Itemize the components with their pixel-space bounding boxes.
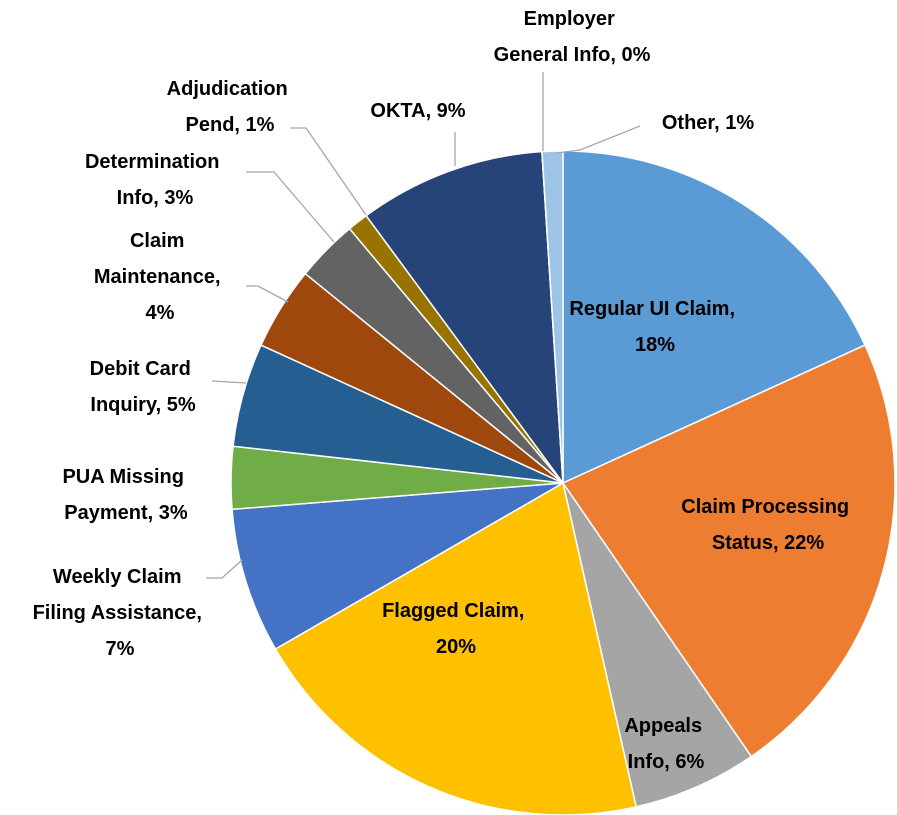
label-line: Claim Processing <box>681 496 854 518</box>
slice <box>541 150 564 484</box>
data-label: Regular UI Claim, 18% <box>569 298 740 356</box>
data-labels: Regular UI Claim, 18% Claim Processing St… <box>33 8 855 773</box>
label-line: Other, 1% <box>662 112 754 134</box>
label-line: Inquiry, 5% <box>90 394 195 416</box>
label-line: Determination <box>85 151 225 173</box>
label-line: Weekly Claim <box>53 566 187 588</box>
label-line: Appeals <box>624 715 707 737</box>
label-line: 18% <box>635 334 675 356</box>
label-line: 4% <box>146 302 175 324</box>
data-label: PUA Missing Payment, 3% <box>62 466 189 524</box>
leader-line <box>246 171 335 243</box>
label-line: PUA Missing <box>62 466 189 488</box>
slices <box>230 150 896 815</box>
label-line: Status, 22% <box>712 532 824 554</box>
slice <box>562 150 866 485</box>
leader-line <box>290 127 367 216</box>
label-line: Adjudication <box>167 78 294 100</box>
leader-line <box>246 285 289 303</box>
label-line: Info, 6% <box>628 751 705 773</box>
label-line: General Info, 0% <box>494 44 651 66</box>
slice <box>365 150 564 486</box>
label-line: Maintenance, <box>94 266 226 288</box>
label-line: 20% <box>436 636 476 658</box>
label-line: Regular UI Claim, <box>569 298 740 320</box>
leader-line <box>211 380 247 384</box>
data-label: Other, 1% <box>662 112 754 134</box>
leader-line <box>206 559 243 579</box>
data-label: Determination Info, 3% <box>85 151 225 209</box>
data-label: Employer General Info, 0% <box>494 8 651 66</box>
label-line: Filing Assistance, <box>33 602 208 624</box>
data-label: Claim Maintenance, 4% <box>94 230 226 324</box>
label-line: Flagged Claim, <box>382 600 530 622</box>
data-label: Adjudication Pend, 1% <box>167 78 294 136</box>
data-label: Claim Processing Status, 22% <box>681 496 854 554</box>
label-line: OKTA, 9% <box>370 100 465 122</box>
data-label: OKTA, 9% <box>370 100 465 122</box>
label-line: Pend, 1% <box>186 114 275 136</box>
leader-lines <box>206 72 641 579</box>
slice <box>561 344 896 758</box>
label-line: Claim <box>130 230 190 252</box>
label-line: Info, 3% <box>117 187 194 209</box>
label-line: Employer <box>524 8 621 30</box>
data-label: Appeals Info, 6% <box>624 715 707 773</box>
data-label: Weekly Claim Filing Assistance, 7% <box>33 566 208 660</box>
label-line: Payment, 3% <box>64 502 188 524</box>
slice <box>274 481 638 815</box>
slice <box>562 482 753 808</box>
data-label: Debit Card Inquiry, 5% <box>90 358 197 416</box>
label-line: 7% <box>106 638 135 660</box>
label-line: Debit Card <box>90 358 197 380</box>
slice <box>231 482 564 651</box>
data-label: Flagged Claim, 20% <box>382 600 530 658</box>
leader-line <box>556 125 641 154</box>
